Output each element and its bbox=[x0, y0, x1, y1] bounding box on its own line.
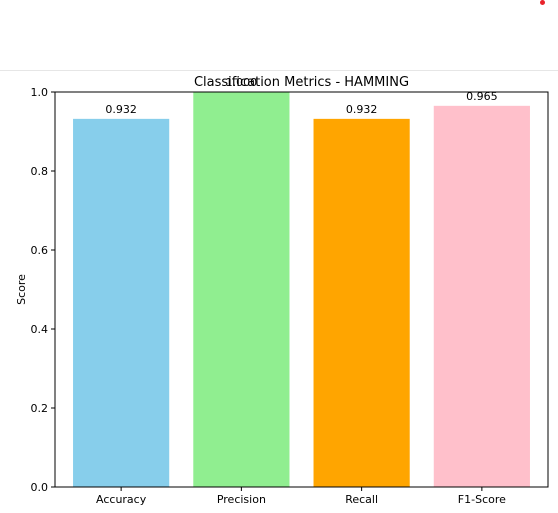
bar-f1-score bbox=[433, 105, 530, 487]
y-tick-label: 0.8 bbox=[31, 165, 49, 178]
value-label-f1-score: 0.965 bbox=[466, 90, 498, 103]
status-indicator-dot bbox=[540, 0, 545, 5]
bar-accuracy bbox=[73, 118, 170, 488]
x-tick-label-precision: Precision bbox=[217, 493, 266, 506]
bar-precision bbox=[193, 92, 290, 487]
y-tick-label: 0.0 bbox=[31, 481, 49, 494]
plot-frame bbox=[54, 91, 549, 488]
value-labels-layer: 0.932 1.000 0.932 0.965 bbox=[105, 76, 497, 116]
y-tick-label: 1.0 bbox=[31, 86, 49, 99]
x-axis: Accuracy Precision Recall F1-Score bbox=[96, 487, 506, 506]
value-label-accuracy: 0.932 bbox=[105, 103, 137, 116]
y-tick-label: 0.4 bbox=[31, 323, 49, 336]
x-tick-label-accuracy: Accuracy bbox=[96, 493, 147, 506]
bars-layer bbox=[73, 92, 530, 488]
x-tick-label-f1-score: F1-Score bbox=[458, 493, 506, 506]
bar-recall bbox=[313, 118, 410, 488]
y-tick-label: 0.6 bbox=[31, 244, 49, 257]
value-label-precision: 1.000 bbox=[226, 76, 258, 89]
y-tick-label: 0.2 bbox=[31, 402, 49, 415]
y-axis: 0.0 0.2 0.4 0.6 0.8 1.0 bbox=[31, 86, 55, 494]
chart-figure: 0.932 1.000 0.932 0.965 0.0 0.2 0.4 0.6 0.8 1.0 … bbox=[0, 70, 558, 509]
app-header bbox=[0, 0, 558, 71]
value-label-recall: 0.932 bbox=[346, 103, 378, 116]
chart-title: Classification Metrics - HAMMING bbox=[194, 75, 409, 90]
x-tick-label-recall: Recall bbox=[345, 493, 378, 506]
y-axis-label: Score bbox=[15, 274, 28, 305]
